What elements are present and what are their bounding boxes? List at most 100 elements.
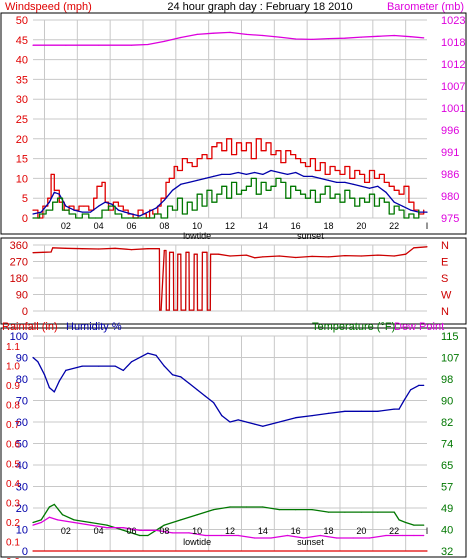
wind-point — [122, 209, 124, 211]
temperature-point — [327, 511, 330, 513]
humidity-point — [418, 384, 420, 386]
dew_point-point — [73, 521, 75, 524]
avg_wind-point — [139, 215, 141, 217]
direction-compass-tick-label: W — [441, 290, 452, 302]
gust_low-point — [191, 209, 193, 211]
direction-point — [278, 255, 280, 257]
wind-point — [314, 169, 316, 172]
rainfall-tick-label: 0.2 — [6, 518, 20, 529]
barometer-point — [423, 37, 425, 39]
gust_low-point — [140, 217, 142, 219]
humidity-tick-label: 50 — [16, 439, 28, 451]
humidity-point — [147, 352, 149, 354]
temperature-tick-label: 115 — [441, 331, 459, 343]
direction-point — [185, 251, 187, 253]
temperature-point — [245, 506, 247, 508]
hour-tick-label: 14 — [258, 221, 268, 231]
lowtide-marker: lowtide — [183, 537, 211, 547]
rainfall-tick-label: 0.3 — [6, 498, 20, 509]
hour-tick-label: 18 — [323, 526, 333, 536]
humidity-tick-label: 40 — [16, 460, 28, 472]
barometer-point — [229, 31, 231, 33]
gust_low-point — [186, 201, 188, 203]
wind-point — [196, 158, 198, 160]
dew_point-point — [221, 534, 223, 537]
temperature-point — [139, 534, 141, 537]
humidity-point — [311, 415, 313, 417]
direction-point — [172, 251, 174, 253]
wind-point — [78, 205, 80, 207]
wind-point — [423, 209, 425, 211]
humidity-point — [37, 361, 39, 363]
gust_low-point — [388, 213, 390, 215]
avg_wind-point — [98, 205, 100, 207]
hour-tick-label: 06 — [126, 526, 136, 536]
barometer-tick-label: 1007 — [441, 81, 465, 93]
direction-point — [165, 249, 167, 252]
avg_wind-point — [377, 185, 379, 187]
wind-point — [176, 169, 179, 172]
wind-point — [393, 189, 395, 191]
hour-tick-label: 16 — [291, 526, 301, 536]
direction-point — [188, 309, 190, 311]
temperature-tick-label: 57 — [441, 482, 453, 494]
barometer-tick-label: 980 — [441, 191, 459, 203]
avg_wind-point — [147, 211, 149, 213]
barometer-point — [393, 34, 395, 37]
temperature-tick-label: 82 — [441, 417, 453, 429]
lowtide-marker: lowtide — [183, 231, 211, 241]
wind-point — [408, 201, 410, 203]
temperature-point — [106, 524, 108, 526]
dew_point-point — [413, 534, 415, 537]
gust_low-point — [319, 193, 321, 195]
gust_low-point — [250, 177, 252, 179]
wind-point — [50, 173, 52, 175]
direction-compass-tick-label: N — [441, 240, 449, 252]
temperature-tick-label: 74 — [441, 439, 453, 451]
windspeed-tick-label: 50 — [16, 15, 28, 27]
wind-point — [168, 177, 170, 179]
wind-point — [221, 150, 223, 152]
gust_low-point — [240, 189, 243, 191]
avg_wind-point — [254, 171, 256, 174]
wind-point — [240, 150, 243, 152]
humidity-point — [53, 391, 55, 393]
dew_point-point — [352, 537, 354, 539]
temperature-point — [213, 509, 215, 511]
windspeed-tick-label: 35 — [16, 74, 28, 86]
wind-series-line — [33, 138, 425, 219]
dew_point-point — [106, 527, 108, 529]
avg_wind-point — [344, 181, 346, 183]
hour-tick-label: 20 — [356, 221, 366, 231]
avg_wind-point — [130, 213, 133, 215]
direction-point — [201, 251, 203, 253]
temperature-point — [48, 506, 51, 508]
humidity-point — [278, 421, 280, 423]
rainfall-tick-label: 0.0 — [6, 557, 20, 559]
temperature-point — [180, 519, 182, 521]
humidity-point — [32, 356, 34, 359]
avg_wind-point — [111, 203, 113, 205]
hour-tick-label: 12 — [225, 526, 235, 536]
rainfall-tick-label: 0.7 — [6, 420, 20, 431]
rainfall-point — [426, 550, 428, 552]
temperature-point — [89, 521, 92, 524]
hour-tick-label: 22 — [389, 221, 399, 231]
humidity-point — [254, 423, 256, 425]
gust_low-point — [309, 189, 311, 191]
direction-compass-tick-label: S — [441, 273, 448, 285]
wind-point — [236, 142, 238, 144]
direction-point — [163, 249, 165, 252]
wind-point — [368, 169, 371, 172]
avg_wind-point — [237, 171, 239, 174]
avg_wind-point — [327, 179, 330, 181]
direction-degrees-tick-label: 270 — [10, 257, 28, 269]
gust_low-point — [107, 205, 110, 207]
temperature-point — [61, 514, 64, 516]
dew_point-point — [385, 534, 387, 537]
gust_low-point — [275, 177, 277, 179]
gust_low-point — [231, 181, 233, 183]
dew_point-point — [188, 532, 190, 534]
direction-point — [206, 251, 208, 253]
direction-compass-tick-label: N — [441, 306, 449, 318]
